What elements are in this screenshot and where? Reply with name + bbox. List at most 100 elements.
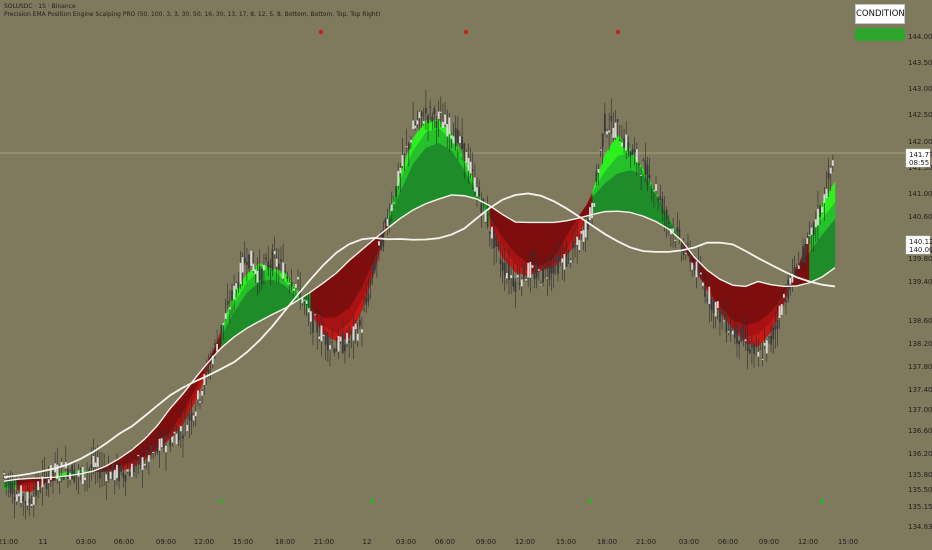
last-price-tag: 141.77 08:55 bbox=[905, 148, 932, 168]
candle-body bbox=[635, 149, 638, 163]
candle-body bbox=[612, 127, 615, 138]
condition-panel: CONDITION bbox=[855, 4, 905, 41]
candle-body bbox=[478, 186, 481, 197]
candle-body bbox=[701, 282, 704, 286]
candle-body bbox=[277, 263, 280, 270]
candles bbox=[3, 89, 834, 520]
candle-body bbox=[591, 202, 593, 219]
candle-body bbox=[757, 351, 760, 357]
x-tick-label: 15:00 bbox=[838, 538, 858, 546]
candle-body bbox=[650, 191, 653, 193]
candle-body bbox=[81, 466, 84, 485]
candle-body bbox=[708, 286, 711, 305]
candle-body bbox=[488, 231, 491, 234]
candle-body bbox=[367, 293, 370, 302]
candle-body bbox=[352, 326, 355, 341]
x-tick-label: 03:00 bbox=[679, 538, 699, 546]
candle-body bbox=[292, 288, 295, 291]
candle-body bbox=[778, 305, 781, 318]
candle-body bbox=[116, 464, 118, 478]
candle-body bbox=[416, 120, 419, 125]
candle-body bbox=[731, 330, 734, 335]
candle-body bbox=[412, 120, 415, 130]
candle-body bbox=[797, 265, 800, 269]
candle-body bbox=[523, 263, 525, 279]
candle-body bbox=[548, 265, 551, 280]
sell-signal-dot bbox=[319, 30, 323, 34]
candle-body bbox=[439, 111, 442, 113]
candle-body bbox=[474, 177, 476, 192]
candle-body bbox=[60, 462, 63, 467]
candle-body bbox=[214, 343, 216, 346]
candle-body bbox=[312, 311, 314, 333]
candle-body bbox=[723, 320, 726, 322]
candle-body bbox=[514, 281, 517, 293]
chart-header: SOLUSDC · 1S · Binance Precision EMA Pos… bbox=[4, 3, 380, 19]
y-tick-label: 144.00 bbox=[908, 33, 932, 41]
candle-body bbox=[691, 262, 694, 270]
candle-body bbox=[484, 212, 487, 222]
candle-body bbox=[812, 222, 815, 236]
candle-body bbox=[535, 264, 538, 278]
candle-body bbox=[559, 255, 562, 262]
candle-body bbox=[802, 246, 804, 264]
y-tick-label: 137.40 bbox=[908, 386, 932, 394]
y-tick-label: 135.15 bbox=[908, 503, 932, 511]
candle-body bbox=[427, 115, 429, 124]
candle-body bbox=[574, 245, 576, 248]
last-price-label: 141.77 bbox=[909, 151, 932, 159]
sell-signal-dot bbox=[464, 30, 468, 34]
candle-body bbox=[388, 218, 391, 224]
candle-body bbox=[819, 205, 821, 217]
candle-body bbox=[482, 199, 485, 202]
y-tick-label: 140.60 bbox=[908, 213, 932, 221]
candle-body bbox=[410, 139, 412, 143]
x-tick-label: 21:00 bbox=[0, 538, 18, 546]
candle-body bbox=[320, 325, 323, 342]
candle-body bbox=[86, 472, 88, 475]
candle-body bbox=[256, 270, 259, 283]
candle-body bbox=[237, 282, 240, 289]
candle-body bbox=[305, 300, 308, 304]
candle-body bbox=[263, 264, 265, 271]
countdown-label: 08:55 bbox=[909, 159, 929, 167]
candle-body bbox=[329, 345, 331, 350]
x-tick-label: 12 bbox=[363, 538, 372, 546]
candle-body bbox=[228, 307, 231, 310]
candle-body bbox=[716, 301, 719, 308]
candle-body bbox=[324, 332, 327, 345]
price-axis[interactable]: 144.00143.50143.00142.50142.00141.50141.… bbox=[908, 33, 932, 531]
candle-body bbox=[614, 122, 617, 138]
candle-body bbox=[638, 163, 640, 166]
candle-body bbox=[109, 471, 112, 479]
candle-body bbox=[512, 278, 515, 287]
candle-body bbox=[501, 262, 504, 271]
candle-body bbox=[465, 151, 468, 163]
candle-body bbox=[663, 211, 666, 213]
signal-markers bbox=[219, 30, 824, 503]
indicator-title[interactable]: Precision EMA Position Engine Scalping P… bbox=[4, 11, 381, 18]
symbol-title[interactable]: SOLUSDC · 1S · Binance bbox=[4, 3, 76, 10]
candle-body bbox=[152, 451, 155, 453]
ribbon-segment bbox=[745, 281, 759, 326]
candle-body bbox=[761, 359, 764, 361]
candle-body bbox=[405, 146, 408, 148]
candle-body bbox=[28, 499, 31, 504]
candle-body bbox=[333, 349, 336, 353]
time-axis[interactable]: 21:00 11 03:00 06:00 09:00 12:00 15:00 18:00 21:… bbox=[0, 538, 858, 546]
candle-body bbox=[589, 207, 591, 221]
candle-body bbox=[120, 464, 123, 472]
candle-body bbox=[307, 308, 310, 313]
sell-signal-dot bbox=[616, 30, 620, 34]
candle-body bbox=[621, 142, 623, 147]
candle-body bbox=[742, 329, 745, 340]
candle-body bbox=[561, 258, 564, 263]
candle-body bbox=[135, 460, 138, 467]
candle-body bbox=[299, 289, 302, 300]
candle-body bbox=[254, 269, 257, 275]
candle-body bbox=[821, 206, 824, 213]
candle-body bbox=[808, 235, 811, 237]
y-tick-label: 137.80 bbox=[908, 363, 932, 371]
candle-body bbox=[576, 236, 579, 245]
